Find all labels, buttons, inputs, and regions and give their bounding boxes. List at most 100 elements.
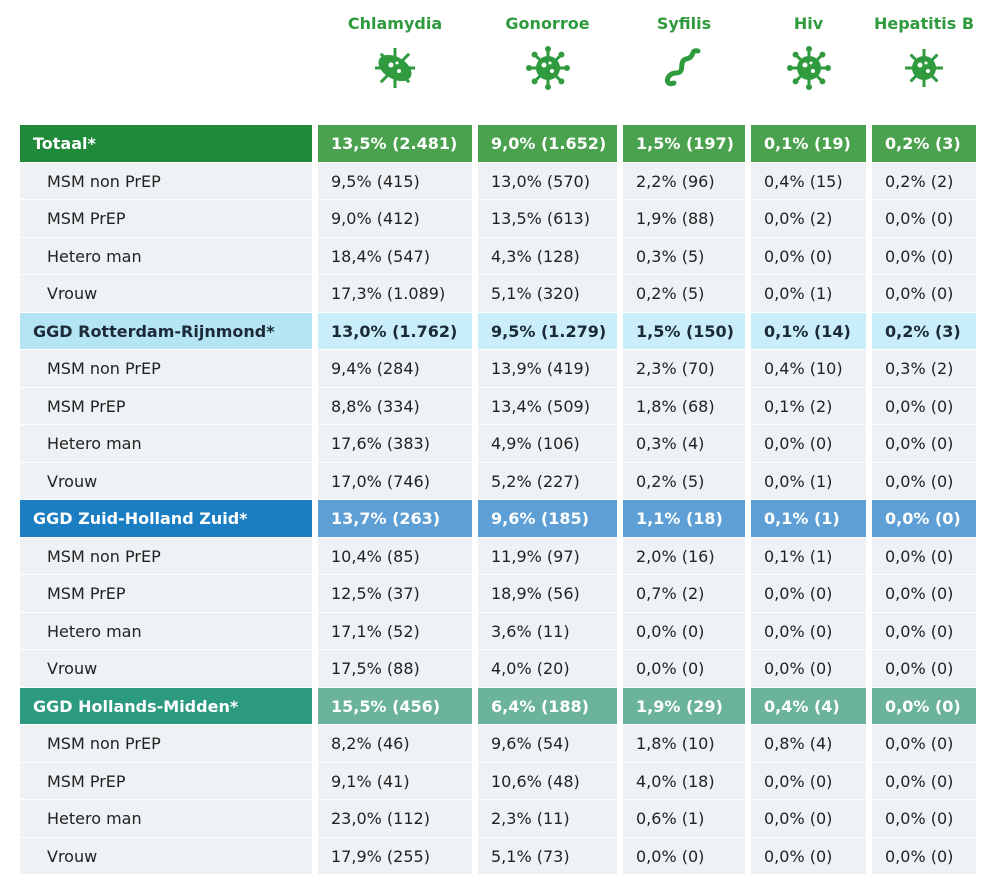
cell-value: 0,0% (0) — [872, 237, 976, 275]
cell-value: 0,0% (0) — [623, 837, 745, 875]
cell-value: 8,2% (46) — [318, 725, 472, 763]
cell-value: 13,0% (570) — [478, 162, 617, 200]
cell-value: 9,0% (412) — [318, 200, 472, 238]
cell-value: 0,0% (0) — [751, 650, 866, 688]
cell-value: 2,2% (96) — [623, 162, 745, 200]
disease-icon — [478, 38, 617, 98]
cell-value: 9,5% (415) — [318, 162, 472, 200]
cell-value: 0,0% (0) — [751, 762, 866, 800]
cell-value: 4,0% (18) — [623, 762, 745, 800]
cell-value: 17,9% (255) — [318, 837, 472, 875]
cell-value: 13,4% (509) — [478, 387, 617, 425]
cell-value: 0,0% (0) — [872, 200, 976, 238]
cell-value: 4,3% (128) — [478, 237, 617, 275]
cell-value: 9,6% (54) — [478, 725, 617, 763]
cell-value: 0,0% (0) — [872, 762, 976, 800]
cell-value: 5,1% (320) — [478, 275, 617, 313]
cell-value: 17,3% (1.089) — [318, 275, 472, 313]
group-total: 0,4% (4) — [751, 687, 866, 725]
cell-value: 0,4% (15) — [751, 162, 866, 200]
spacer — [20, 10, 312, 38]
group-total: 0,1% (1) — [751, 500, 866, 538]
cell-value: 3,6% (11) — [478, 612, 617, 650]
cell-value: 0,3% (2) — [872, 350, 976, 388]
cell-value: 0,2% (5) — [623, 462, 745, 500]
column-header: Chlamydia — [347, 14, 443, 33]
row-label: Hetero man — [20, 612, 312, 650]
cell-value: 17,5% (88) — [318, 650, 472, 688]
cell-value: 0,0% (0) — [751, 237, 866, 275]
cell-value: 0,8% (4) — [751, 725, 866, 763]
group-total: 1,5% (150) — [623, 312, 745, 350]
cell-value: 0,0% (0) — [751, 800, 866, 838]
row-label: Vrouw — [20, 837, 312, 875]
cell-value: 12,5% (37) — [318, 575, 472, 613]
row-label: Vrouw — [20, 275, 312, 313]
cell-value: 0,0% (0) — [872, 537, 976, 575]
column-header: Gonorroe — [505, 14, 590, 33]
cell-value: 0,0% (1) — [751, 462, 866, 500]
header: Chlamydia Gonorroe Syfilis Hiv Hepatitis B — [20, 10, 976, 98]
icon — [905, 49, 943, 87]
group-total: 9,0% (1.652) — [478, 125, 617, 163]
row-label: MSM PrEP — [20, 200, 312, 238]
group-total: 1,9% (29) — [623, 687, 745, 725]
group-total: 0,2% (3) — [872, 312, 976, 350]
disease-icon — [318, 38, 472, 98]
group-total: 15,5% (456) — [318, 687, 472, 725]
group-total: 13,0% (1.762) — [318, 312, 472, 350]
cell-value: 17,0% (746) — [318, 462, 472, 500]
table: Totaal* 13,5% (2.481) 9,0% (1.652) 1,5% (19… — [20, 125, 976, 875]
group-label: GGD Zuid-Holland Zuid* — [20, 500, 312, 538]
cell-value: 0,0% (0) — [872, 387, 976, 425]
cell-value: 10,6% (48) — [478, 762, 617, 800]
row-label: Hetero man — [20, 237, 312, 275]
cell-value: 18,9% (56) — [478, 575, 617, 613]
cell-value: 9,4% (284) — [318, 350, 472, 388]
cell-value: 0,0% (0) — [872, 275, 976, 313]
cell-value: 0,1% (2) — [751, 387, 866, 425]
disease-icon — [623, 38, 745, 98]
row-label: MSM non PrEP — [20, 725, 312, 763]
cell-value: 0,1% (1) — [751, 537, 866, 575]
group-label: GGD Rotterdam-Rijnmond* — [20, 312, 312, 350]
disease-icon — [751, 38, 866, 98]
cell-value: 1,8% (68) — [623, 387, 745, 425]
column-header: Hepatitis B — [873, 14, 975, 33]
group-total: 13,7% (263) — [318, 500, 472, 538]
cell-value: 1,8% (10) — [623, 725, 745, 763]
cell-value: 2,0% (16) — [623, 537, 745, 575]
row-label: MSM PrEP — [20, 575, 312, 613]
cell-value: 10,4% (85) — [318, 537, 472, 575]
cell-value: 0,0% (0) — [751, 425, 866, 463]
group-total: 0,2% (3) — [872, 125, 976, 163]
cell-value: 0,0% (2) — [751, 200, 866, 238]
column-header: Syfilis — [656, 14, 712, 33]
cell-value: 1,9% (88) — [623, 200, 745, 238]
cell-value: 0,0% (0) — [751, 837, 866, 875]
icon — [786, 46, 831, 90]
cell-value: 13,5% (613) — [478, 200, 617, 238]
cell-value: 0,0% (0) — [872, 462, 976, 500]
group-label: GGD Hollands-Midden* — [20, 687, 312, 725]
icon — [375, 48, 415, 88]
cell-value: 0,0% (0) — [872, 837, 976, 875]
cell-value: 0,0% (1) — [751, 275, 866, 313]
cell-value: 2,3% (70) — [623, 350, 745, 388]
cell-value: 5,1% (73) — [478, 837, 617, 875]
row-label: MSM PrEP — [20, 762, 312, 800]
cell-value: 0,3% (5) — [623, 237, 745, 275]
cell-value: 18,4% (547) — [318, 237, 472, 275]
row-label: Vrouw — [20, 462, 312, 500]
row-label: MSM non PrEP — [20, 537, 312, 575]
cell-value: 0,0% (0) — [872, 650, 976, 688]
cell-value: 0,0% (0) — [872, 575, 976, 613]
disease-icon — [872, 38, 976, 98]
cell-value: 0,0% (0) — [872, 425, 976, 463]
cell-value: 13,9% (419) — [478, 350, 617, 388]
cell-value: 8,8% (334) — [318, 387, 472, 425]
row-label: MSM non PrEP — [20, 162, 312, 200]
icon — [525, 46, 570, 90]
group-total: 6,4% (188) — [478, 687, 617, 725]
